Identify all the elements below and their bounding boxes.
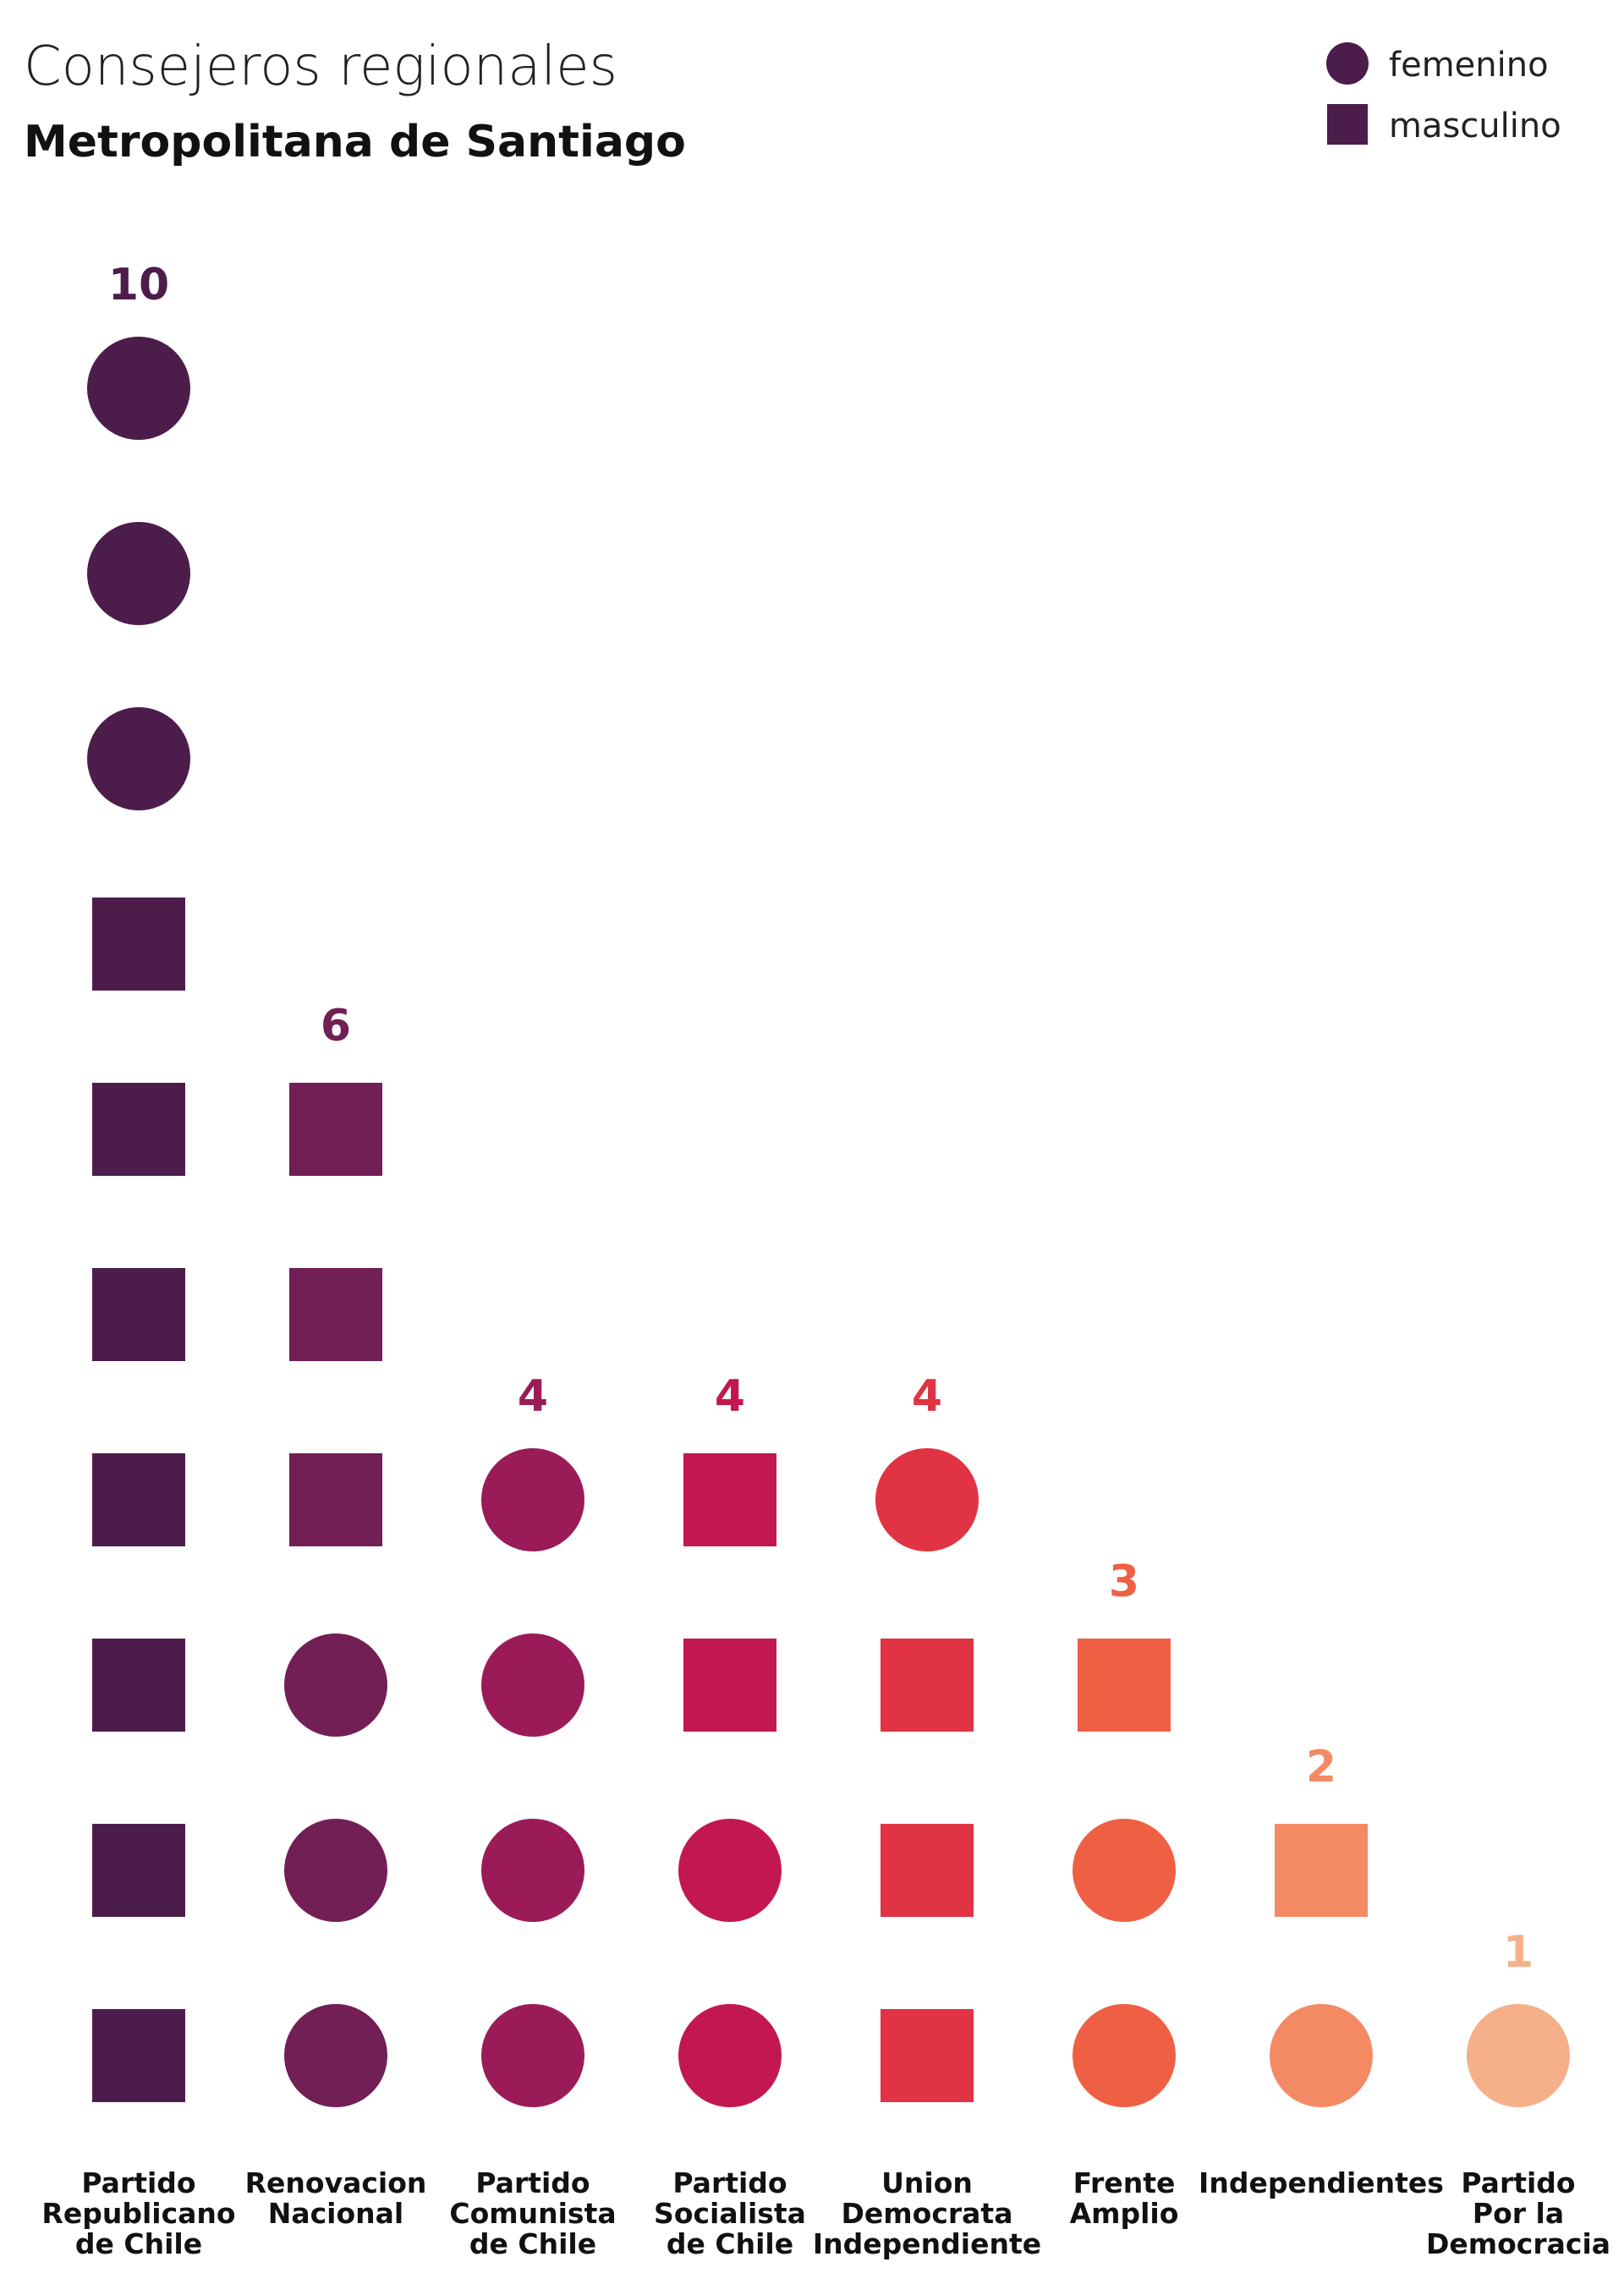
category-label-line: de Chile: [469, 2227, 596, 2260]
legend-label-masculino: masculino: [1389, 107, 1561, 145]
count-labels: 10 6 4 4 4 3 2 1: [108, 260, 1533, 1978]
count-label: 1: [1503, 1927, 1533, 1978]
category-label-line: Partido: [81, 2166, 195, 2199]
category-label: Partido Por la Democracia: [1426, 2166, 1610, 2260]
count-label: 4: [518, 1371, 548, 1422]
count-label: 6: [321, 1001, 351, 1051]
category-label-line: de Chile: [75, 2227, 202, 2260]
legend-circle-icon: [1326, 42, 1369, 85]
masculino-square-mark: [289, 1453, 382, 1546]
masculino-square-mark: [1078, 1639, 1171, 1732]
count-label: 2: [1306, 1742, 1336, 1793]
femenino-circle-mark: [284, 1819, 387, 1922]
chart-marks: [87, 337, 1570, 2107]
category-label: Partido Republicano de Chile: [41, 2166, 235, 2260]
masculino-square-mark: [92, 1824, 185, 1917]
category-label-line: Frente: [1073, 2166, 1176, 2199]
femenino-circle-mark: [284, 1633, 387, 1737]
category-label: Independientes: [1199, 2166, 1444, 2199]
masculino-square-mark: [92, 1083, 185, 1176]
femenino-circle-mark: [875, 1448, 979, 1551]
category-label-line: Nacional: [268, 2197, 404, 2230]
chart-title: Consejeros regionales: [24, 36, 617, 98]
masculino-square-mark: [92, 1639, 185, 1732]
legend-label-femenino: femenino: [1389, 46, 1549, 85]
category-label: Partido Comunista de Chile: [449, 2166, 616, 2260]
masculino-square-mark: [289, 1083, 382, 1176]
masculino-square-mark: [881, 1639, 974, 1732]
masculino-square-mark: [92, 1268, 185, 1361]
count-label: 3: [1109, 1557, 1139, 1607]
legend-title: Género: [1318, 0, 1447, 7]
femenino-circle-mark: [481, 2004, 584, 2107]
legend-square-icon: [1327, 104, 1368, 145]
masculino-square-mark: [92, 898, 185, 991]
femenino-circle-mark: [481, 1448, 584, 1551]
category-label-line: Amplio: [1070, 2197, 1179, 2230]
category-label-line: Partido: [1461, 2166, 1575, 2199]
count-label: 10: [108, 260, 169, 310]
femenino-circle-mark: [678, 2004, 782, 2107]
category-label-line: Partido: [475, 2166, 590, 2199]
femenino-circle-mark: [1467, 2004, 1570, 2107]
masculino-square-mark: [92, 1453, 185, 1546]
legend: Género femenino masculino: [1318, 0, 1561, 145]
category-label-line: Renovacion: [245, 2166, 427, 2199]
femenino-circle-mark: [1073, 1819, 1176, 1922]
chart-subtitle: Metropolitana de Santiago: [24, 117, 686, 167]
masculino-square-mark: [683, 1639, 776, 1732]
category-label-line: Democrata: [842, 2197, 1013, 2230]
masculino-square-mark: [289, 1268, 382, 1361]
femenino-circle-mark: [678, 1819, 782, 1922]
femenino-circle-mark: [481, 1633, 584, 1737]
category-label-line: Democracia: [1426, 2227, 1610, 2260]
masculino-square-mark: [683, 1453, 776, 1546]
category-label-line: Socialista: [654, 2197, 806, 2230]
count-label: 4: [912, 1371, 942, 1422]
count-label: 4: [715, 1371, 745, 1422]
masculino-square-mark: [881, 2009, 974, 2102]
femenino-circle-mark: [481, 1819, 584, 1922]
category-label-line: Comunista: [449, 2197, 616, 2230]
category-label-line: Republicano: [41, 2197, 235, 2230]
femenino-circle-mark: [87, 522, 190, 625]
category-label: Renovacion Nacional: [245, 2166, 427, 2230]
category-label-line: Independientes: [1199, 2166, 1444, 2199]
femenino-circle-mark: [284, 2004, 387, 2107]
category-label-line: de Chile: [667, 2227, 793, 2260]
category-label-line: Independiente: [813, 2227, 1041, 2260]
category-label: Partido Socialista de Chile: [654, 2166, 806, 2260]
femenino-circle-mark: [1073, 2004, 1176, 2107]
masculino-square-mark: [881, 1824, 974, 1917]
femenino-circle-mark: [1270, 2004, 1373, 2107]
category-label-line: Partido: [672, 2166, 787, 2199]
category-label-line: Union: [881, 2166, 973, 2199]
category-label: Union Democrata Independiente: [813, 2166, 1041, 2260]
femenino-circle-mark: [87, 707, 190, 810]
masculino-square-mark: [92, 2009, 185, 2102]
femenino-circle-mark: [87, 337, 190, 440]
masculino-square-mark: [1275, 1824, 1368, 1917]
category-label: Frente Amplio: [1070, 2166, 1179, 2230]
category-label-line: Por la: [1473, 2197, 1564, 2230]
